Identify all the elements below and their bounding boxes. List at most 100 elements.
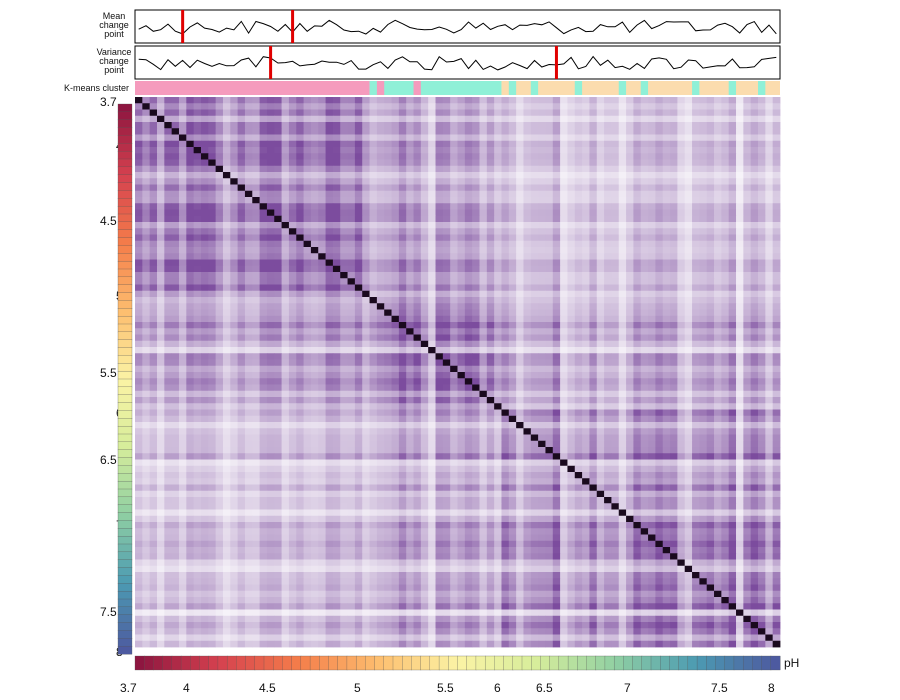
heatmap-cell [398, 234, 407, 242]
heatmap-cell [633, 278, 642, 285]
heatmap-cell [428, 397, 436, 404]
heatmap-cell [178, 159, 187, 167]
heatmap-cell [230, 265, 239, 273]
heatmap-cell [501, 303, 510, 310]
heatmap-cell [618, 334, 627, 342]
heatmap-cell [450, 209, 458, 217]
heatmap-cell [464, 253, 473, 260]
heatmap-cell [699, 140, 708, 148]
heatmap-cell [706, 122, 715, 129]
heatmap-cell [413, 365, 422, 373]
heatmap-cell [244, 209, 253, 217]
heatmap-cell [288, 97, 297, 104]
heatmap-cell [376, 203, 385, 210]
heatmap-cell [230, 353, 239, 360]
heatmap-cell [662, 97, 671, 104]
heatmap-cell [186, 134, 195, 142]
heatmap-cell [428, 428, 436, 435]
heatmap-cell [142, 390, 151, 398]
heatmap-cell [193, 340, 202, 348]
heatmap-cell [714, 134, 722, 142]
heatmap-cell [171, 297, 180, 304]
heatmap-cell [699, 347, 708, 354]
heatmap-cell [567, 240, 576, 248]
heatmap-cell [274, 165, 282, 173]
heatmap-cell [560, 315, 568, 323]
heatmap-cell [442, 147, 451, 154]
heatmap-cell [244, 359, 253, 367]
heatmap-cell [508, 197, 517, 204]
heatmap-cell [193, 147, 202, 154]
heatmap-cell [736, 228, 744, 235]
heatmap-cell [545, 278, 554, 285]
heatmap-cell [765, 290, 774, 298]
heatmap-cell [362, 434, 370, 442]
heatmap-cell [633, 109, 642, 117]
heatmap-cell [391, 190, 400, 198]
heatmap-cell [596, 203, 605, 210]
heatmap-cell [479, 197, 488, 204]
heatmap-cell [296, 265, 304, 273]
heatmap-cell [494, 103, 502, 110]
heatmap-cell [728, 190, 737, 198]
heatmap-cell [142, 265, 151, 273]
heatmap-cell [252, 103, 261, 110]
heatmap-cell [420, 422, 429, 429]
heatmap-cell [728, 109, 737, 117]
heatmap-cell [457, 222, 466, 229]
heatmap-cell [347, 234, 356, 242]
heatmap-cell [208, 390, 217, 398]
heatmap-cell [640, 403, 649, 410]
heatmap-cell [479, 128, 488, 135]
heatmap-cell [670, 228, 678, 235]
heatmap-cell [252, 147, 261, 154]
heatmap-cell [420, 334, 429, 342]
heatmap-cell [142, 253, 151, 260]
heatmap-cell [640, 228, 649, 235]
heatmap-cell [655, 365, 664, 373]
heatmap-cell [494, 190, 502, 198]
heatmap-cell [728, 128, 737, 135]
heatmap-cell [230, 97, 239, 104]
heatmap-cell [472, 397, 480, 404]
heatmap-cell [523, 184, 532, 192]
heatmap-cell [281, 328, 290, 335]
heatmap-cell [501, 265, 510, 273]
heatmap-cell [288, 234, 297, 242]
heatmap-cell [237, 184, 246, 192]
heatmap-cell [288, 359, 297, 367]
heatmap-cell [523, 265, 532, 273]
heatmap-cell [325, 403, 334, 410]
heatmap-cell [633, 309, 642, 317]
heatmap-cell [332, 103, 341, 110]
heatmap-cell [670, 297, 678, 304]
heatmap-cell [376, 390, 385, 398]
heatmap-cell [486, 403, 495, 410]
heatmap-cell [479, 397, 488, 404]
heatmap-cell [714, 178, 722, 185]
heatmap-cell [721, 322, 730, 329]
heatmap-cell [340, 284, 348, 292]
heatmap-cell [164, 284, 173, 292]
heatmap-cell [604, 140, 612, 148]
heatmap-cell [743, 384, 752, 392]
heatmap-cell [340, 115, 348, 123]
heatmap-cell [728, 290, 737, 298]
heatmap-cell [560, 284, 568, 292]
heatmap-cell [640, 340, 649, 348]
heatmap-cell [406, 403, 414, 410]
heatmap-cell [758, 372, 766, 379]
heatmap-cell [193, 297, 202, 304]
heatmap-cell [472, 172, 480, 179]
heatmap-cell [692, 159, 700, 167]
heatmap-cell [332, 172, 341, 179]
heatmap-cell [560, 378, 568, 385]
heatmap-cell [149, 365, 158, 373]
heatmap-cell [545, 197, 554, 204]
heatmap-cell [398, 203, 407, 210]
heatmap-cell [494, 222, 502, 229]
heatmap-cell [611, 347, 620, 354]
heatmap-cell [237, 322, 246, 329]
heatmap-cell [472, 240, 480, 248]
heatmap-cell [332, 397, 341, 404]
